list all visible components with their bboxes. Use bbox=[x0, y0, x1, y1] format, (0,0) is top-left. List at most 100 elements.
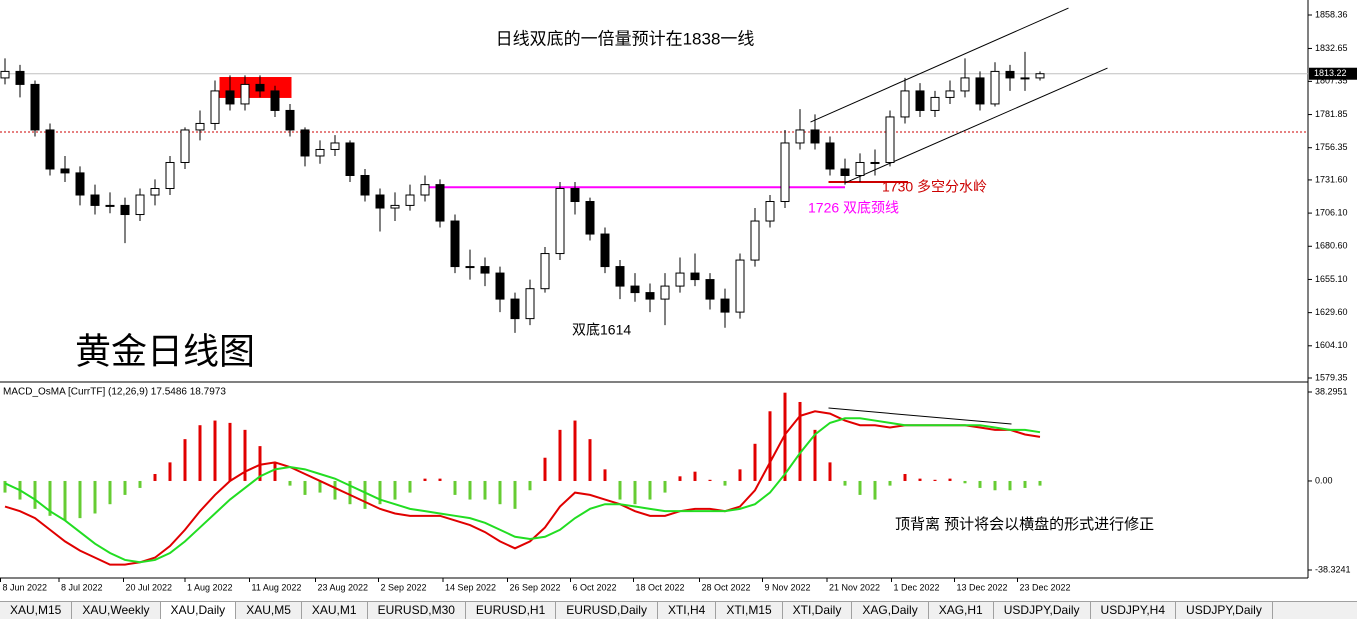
histogram-bar bbox=[258, 446, 262, 481]
histogram-bar bbox=[813, 429, 817, 481]
tab[interactable]: XAG,Daily bbox=[852, 602, 929, 619]
histogram-bar bbox=[198, 425, 202, 481]
candle-body bbox=[105, 204, 115, 207]
candle-body bbox=[990, 70, 1000, 105]
histogram-bar bbox=[693, 471, 697, 481]
tab[interactable]: XTI,H4 bbox=[658, 602, 717, 619]
tab[interactable]: XAU,Weekly bbox=[72, 602, 161, 619]
candle-body bbox=[900, 90, 910, 118]
histogram-bar bbox=[333, 480, 337, 500]
histogram-bar bbox=[603, 469, 607, 481]
candle-body bbox=[645, 292, 655, 300]
histogram-bar bbox=[558, 429, 562, 481]
x-tick-label: 26 Sep 2022 bbox=[510, 582, 561, 592]
tab[interactable]: XAU,M5 bbox=[236, 602, 302, 619]
x-tick-label: 1 Aug 2022 bbox=[187, 582, 233, 592]
candle-body bbox=[135, 194, 145, 216]
x-tick-label: 14 Sep 2022 bbox=[445, 582, 496, 592]
histogram-bar bbox=[873, 480, 877, 500]
histogram-bar bbox=[618, 480, 622, 500]
candle-body bbox=[570, 188, 580, 203]
y-tick-label: 1680.60 bbox=[1315, 241, 1348, 251]
tab[interactable]: XAG,H1 bbox=[929, 602, 994, 619]
tab[interactable]: USDJPY,Daily bbox=[1176, 602, 1273, 619]
histogram-bar bbox=[183, 439, 187, 481]
candle-body bbox=[330, 142, 340, 150]
candle-body bbox=[660, 285, 670, 300]
candle-body bbox=[225, 90, 235, 105]
y-tick-label: 1655.10 bbox=[1315, 274, 1348, 284]
tab[interactable]: USDJPY,H4 bbox=[1091, 602, 1177, 619]
x-tick-label: 8 Jun 2022 bbox=[3, 582, 48, 592]
candle-body bbox=[600, 233, 610, 268]
histogram-bar bbox=[663, 480, 667, 493]
tab[interactable]: XAU,Daily bbox=[160, 602, 237, 619]
histogram-bar bbox=[888, 480, 892, 486]
histogram-bar bbox=[393, 480, 397, 500]
x-tick-label: 1 Dec 2022 bbox=[894, 582, 940, 592]
annotation: 1726 双底颈线 bbox=[808, 200, 899, 216]
tab[interactable]: EURUSD,Daily bbox=[556, 602, 658, 619]
candle-body bbox=[615, 266, 625, 287]
tab[interactable]: XAU,M1 bbox=[302, 602, 368, 619]
channel-line bbox=[844, 67, 1108, 184]
candle-body bbox=[480, 266, 490, 274]
candle-body bbox=[690, 272, 700, 281]
histogram-bar bbox=[78, 480, 82, 519]
candle-body bbox=[195, 122, 205, 131]
candle-body bbox=[210, 90, 220, 124]
histogram-bar bbox=[903, 473, 907, 481]
candle-body bbox=[45, 129, 55, 170]
watermark: 黄金日线图 bbox=[75, 331, 255, 372]
histogram-bar bbox=[273, 462, 277, 481]
candle-body bbox=[360, 174, 370, 196]
candle-body bbox=[60, 168, 70, 174]
histogram-bar bbox=[1008, 480, 1012, 491]
histogram-bar bbox=[963, 480, 967, 484]
histogram-bar bbox=[363, 480, 367, 509]
candle-body bbox=[240, 83, 250, 105]
candle-body bbox=[750, 220, 760, 261]
signal-line bbox=[4, 417, 1041, 564]
tab[interactable]: XTI,M15 bbox=[716, 602, 783, 619]
histogram-bar bbox=[453, 480, 457, 495]
histogram-bar bbox=[513, 480, 517, 509]
x-tick-label: 8 Jul 2022 bbox=[61, 582, 103, 592]
candle-body bbox=[765, 201, 775, 222]
candle-body bbox=[255, 83, 265, 92]
histogram-bar bbox=[123, 480, 127, 495]
x-tick-label: 23 Dec 2022 bbox=[1020, 582, 1071, 592]
candle-body bbox=[705, 279, 715, 300]
candle-body bbox=[180, 129, 190, 163]
histogram-bar bbox=[648, 480, 652, 500]
histogram-bar bbox=[48, 480, 52, 516]
y-tick-label: 1579.35 bbox=[1315, 372, 1348, 382]
candle-body bbox=[120, 204, 130, 216]
histogram-bar bbox=[3, 480, 7, 493]
histogram-bar bbox=[633, 480, 637, 505]
candle-body bbox=[810, 129, 820, 144]
candle-body bbox=[825, 142, 835, 170]
y-tick-label: 1731.60 bbox=[1315, 174, 1348, 184]
tab[interactable]: XAU,M15 bbox=[0, 602, 73, 619]
indicator-label: MACD_OsMA [CurrTF] (12,26,9) 17.5486 18.… bbox=[3, 387, 226, 398]
tab[interactable]: EURUSD,M30 bbox=[368, 602, 466, 619]
tab[interactable]: USDJPY,Daily bbox=[994, 602, 1091, 619]
histogram-bar bbox=[288, 480, 292, 486]
x-tick-label: 13 Dec 2022 bbox=[957, 582, 1008, 592]
candle-body bbox=[870, 161, 880, 164]
tab[interactable]: XTI,Daily bbox=[783, 602, 853, 619]
y-tick-label: 1807.35 bbox=[1315, 76, 1348, 86]
tab[interactable]: EURUSD,H1 bbox=[466, 602, 557, 619]
histogram-bar bbox=[348, 480, 352, 505]
histogram-bar bbox=[678, 476, 682, 481]
histogram-bar bbox=[213, 420, 217, 481]
x-tick-label: 9 Nov 2022 bbox=[765, 582, 811, 592]
histogram-bar bbox=[573, 420, 577, 481]
y-tick-label: 1781.85 bbox=[1315, 109, 1348, 119]
candle-body bbox=[1035, 73, 1045, 79]
histogram-bar bbox=[108, 480, 112, 505]
candle-body bbox=[300, 129, 310, 157]
histogram-bar bbox=[303, 480, 307, 495]
candle-body bbox=[885, 116, 895, 163]
